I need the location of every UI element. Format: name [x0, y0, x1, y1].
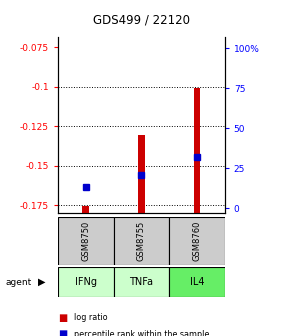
Text: TNFa: TNFa	[129, 277, 153, 287]
Text: agent: agent	[6, 278, 32, 287]
Text: GSM8760: GSM8760	[193, 221, 202, 261]
Bar	[194, 88, 200, 213]
Bar	[58, 217, 114, 265]
Text: GDS499 / 22120: GDS499 / 22120	[93, 13, 190, 27]
Bar	[169, 217, 225, 265]
Bar	[138, 135, 145, 213]
Bar	[114, 267, 169, 297]
Bar	[58, 267, 114, 297]
Text: IL4: IL4	[190, 277, 204, 287]
Bar	[82, 206, 89, 213]
Text: IFNg: IFNg	[75, 277, 97, 287]
Text: percentile rank within the sample: percentile rank within the sample	[74, 330, 209, 336]
Text: ▶: ▶	[38, 277, 46, 287]
Text: ■: ■	[58, 312, 67, 323]
Bar	[169, 267, 225, 297]
Bar	[114, 217, 169, 265]
Text: ■: ■	[58, 329, 67, 336]
Text: GSM8750: GSM8750	[81, 221, 90, 261]
Text: GSM8755: GSM8755	[137, 221, 146, 261]
Text: log ratio: log ratio	[74, 313, 108, 322]
